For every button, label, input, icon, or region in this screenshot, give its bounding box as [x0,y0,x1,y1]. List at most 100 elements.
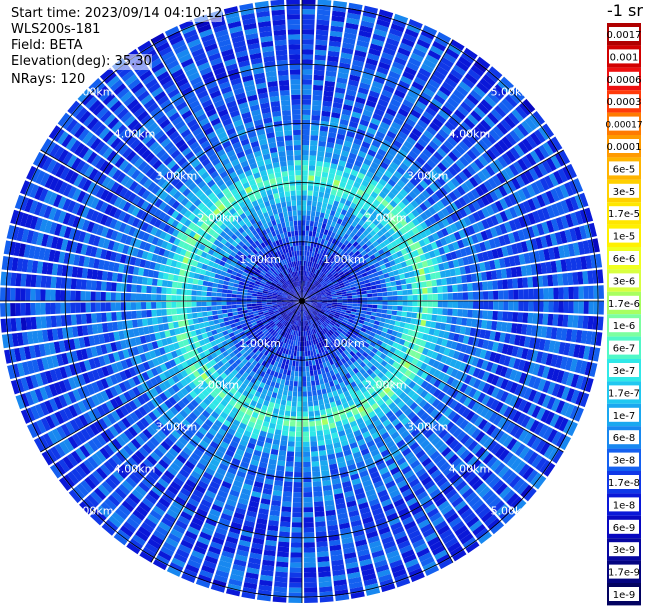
range-gate [441,207,450,217]
range-gate [284,327,289,333]
range-gate [362,351,369,358]
range-gate [154,481,166,493]
range-gate [550,327,558,340]
range-gate [382,305,388,310]
range-gate [432,286,438,294]
range-gate [331,256,337,262]
range-gate [397,426,407,435]
range-gate [344,326,350,331]
range-gate [263,442,272,449]
range-gate [259,574,274,582]
range-gate [216,564,231,574]
range-gate [398,461,409,471]
range-gate [317,145,326,152]
range-gate [279,341,284,347]
range-gate [322,197,329,204]
range-gate [319,310,325,314]
range-gate [147,538,162,550]
range-gate [428,102,440,113]
range-gate [209,440,219,450]
range-gate [266,468,276,475]
range-gate [305,220,310,226]
range-gate [408,190,418,200]
range-gate [373,233,380,241]
range-gate [363,158,372,166]
range-gate [320,255,325,261]
range-gate [333,441,342,449]
range-gate [324,245,330,252]
range-gate [195,579,211,589]
range-gate [514,460,526,474]
range-gate [319,455,328,462]
range-gate [342,301,348,304]
range-gate [287,365,292,371]
range-gate [424,252,431,260]
range-gate [342,298,348,301]
range-gate [138,501,152,513]
range-gate [319,272,324,278]
range-gate [287,311,292,316]
range-gate [572,242,581,256]
range-gate [493,290,499,300]
range-gate [444,537,459,549]
range-gate [302,305,304,312]
range-gate [489,351,497,362]
range-gate [211,536,225,546]
range-gate [353,360,360,368]
range-gate [269,453,278,461]
range-gate [298,305,301,311]
range-gate [532,276,539,288]
range-gate [367,95,379,104]
range-gate [415,224,424,233]
range-gate [252,324,259,329]
range-gate [277,551,289,558]
range-gate [155,501,168,513]
range-gate [343,349,350,356]
range-gate [367,260,374,267]
range-gate [107,494,121,507]
range-gate [287,333,292,340]
range-gate [372,354,380,361]
range-gate [323,321,329,326]
range-gate [163,380,172,389]
range-gate [289,577,302,583]
range-gate [392,269,400,276]
range-gate [587,316,594,330]
range-gate [168,419,178,430]
range-gate [75,465,87,479]
range-gate [427,301,433,307]
range-gate [279,404,286,411]
range-gate [298,331,301,337]
range-gate [430,321,437,329]
range-gate [382,296,388,301]
range-gate [111,491,124,503]
range-gate [452,476,464,488]
range-gate [349,357,356,364]
range-gate [428,367,437,376]
range-gate [255,362,261,369]
range-gate [470,110,483,122]
range-gate [322,362,328,368]
range-gate [275,321,281,326]
range-gate [444,121,456,132]
range-gate [420,212,429,221]
range-gate [472,126,485,139]
range-gate [414,241,422,249]
range-gate [305,304,310,309]
range-gate [179,409,189,419]
range-gate [589,362,598,378]
range-gate [470,459,482,471]
range-gate [220,379,228,388]
range-gate [352,385,360,393]
range-gate [323,263,329,269]
range-gate [195,484,207,494]
range-gate [448,332,455,341]
range-gate [393,258,401,265]
range-gate [305,286,308,292]
range-gate [444,155,455,166]
range-gate [568,343,576,357]
range-gate [306,302,312,306]
range-gate [363,253,370,260]
range-gate [217,403,226,411]
range-gate [450,368,459,378]
